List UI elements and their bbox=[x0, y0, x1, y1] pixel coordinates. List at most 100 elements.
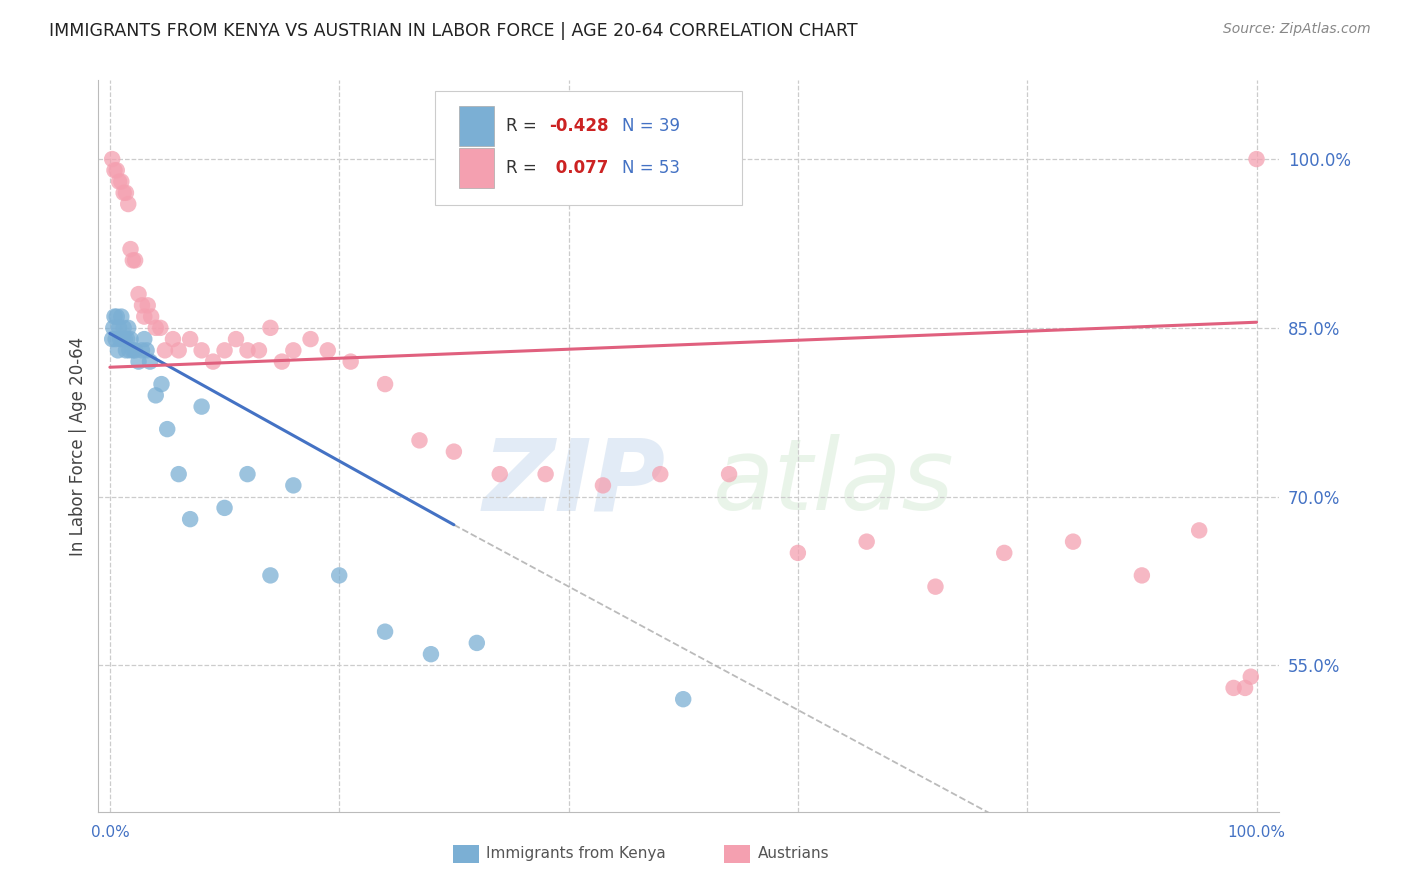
Point bbox=[121, 253, 143, 268]
Point bbox=[1246, 152, 1268, 166]
Point bbox=[214, 500, 236, 515]
Text: ZIP: ZIP bbox=[482, 434, 665, 531]
Text: N = 39: N = 39 bbox=[621, 118, 679, 136]
Point bbox=[103, 163, 125, 178]
Point bbox=[179, 512, 201, 526]
Point bbox=[107, 343, 129, 358]
Point bbox=[465, 636, 488, 650]
Point bbox=[299, 332, 322, 346]
Point bbox=[108, 332, 131, 346]
Point bbox=[236, 343, 259, 358]
Point bbox=[179, 332, 201, 346]
Point bbox=[136, 298, 159, 312]
Point bbox=[128, 287, 150, 301]
Point bbox=[108, 175, 131, 189]
Point bbox=[115, 186, 138, 200]
Point bbox=[149, 321, 172, 335]
Point bbox=[374, 624, 396, 639]
Point bbox=[190, 343, 212, 358]
Point bbox=[110, 310, 132, 324]
Point bbox=[162, 332, 184, 346]
Point bbox=[150, 377, 173, 392]
Point bbox=[117, 197, 139, 211]
Point bbox=[1062, 534, 1084, 549]
Point bbox=[121, 343, 143, 358]
Point bbox=[120, 242, 142, 256]
Point bbox=[134, 332, 156, 346]
Point bbox=[786, 546, 808, 560]
Point bbox=[103, 310, 125, 324]
Point bbox=[339, 354, 361, 368]
Point bbox=[374, 377, 396, 392]
Point bbox=[145, 388, 167, 402]
Point bbox=[112, 186, 135, 200]
Point bbox=[1130, 568, 1153, 582]
Bar bbox=[458, 148, 494, 188]
Point bbox=[270, 354, 292, 368]
Point bbox=[124, 253, 146, 268]
Point bbox=[103, 321, 125, 335]
Text: R =: R = bbox=[506, 118, 541, 136]
Point bbox=[316, 343, 339, 358]
Point bbox=[443, 444, 465, 458]
Point bbox=[1234, 681, 1257, 695]
Y-axis label: In Labor Force | Age 20-64: In Labor Force | Age 20-64 bbox=[69, 336, 87, 556]
Point bbox=[167, 467, 190, 482]
Point bbox=[101, 332, 124, 346]
Point bbox=[190, 400, 212, 414]
Point bbox=[105, 310, 128, 324]
Point bbox=[117, 321, 139, 335]
Text: -0.428: -0.428 bbox=[550, 118, 609, 136]
Point bbox=[131, 298, 153, 312]
Point bbox=[141, 310, 163, 324]
Point bbox=[1188, 524, 1211, 538]
Text: R =: R = bbox=[506, 159, 541, 177]
Text: Immigrants from Kenya: Immigrants from Kenya bbox=[486, 846, 665, 861]
Point bbox=[993, 546, 1015, 560]
Point bbox=[1240, 670, 1263, 684]
Text: 0.077: 0.077 bbox=[550, 159, 607, 177]
Point bbox=[259, 321, 281, 335]
Point bbox=[115, 332, 138, 346]
Text: Austrians: Austrians bbox=[758, 846, 830, 861]
Text: 100.0%: 100.0% bbox=[1227, 825, 1285, 840]
Text: N = 53: N = 53 bbox=[621, 159, 679, 177]
Point bbox=[135, 343, 157, 358]
Point bbox=[134, 310, 156, 324]
Point bbox=[1222, 681, 1244, 695]
Point bbox=[128, 354, 150, 368]
Point bbox=[236, 467, 259, 482]
Point bbox=[124, 343, 146, 358]
Point bbox=[145, 321, 167, 335]
FancyBboxPatch shape bbox=[434, 91, 742, 204]
Point bbox=[672, 692, 695, 706]
Point bbox=[214, 343, 236, 358]
Point bbox=[283, 343, 305, 358]
Point bbox=[153, 343, 176, 358]
Point bbox=[110, 175, 132, 189]
Text: 0.0%: 0.0% bbox=[90, 825, 129, 840]
Point bbox=[104, 332, 127, 346]
Point bbox=[112, 321, 135, 335]
Point bbox=[120, 332, 142, 346]
Point bbox=[105, 163, 128, 178]
Text: atlas: atlas bbox=[713, 434, 955, 531]
Point bbox=[139, 354, 162, 368]
Point bbox=[156, 422, 179, 436]
Point bbox=[131, 343, 153, 358]
Point bbox=[718, 467, 741, 482]
Bar bbox=[724, 845, 751, 863]
Text: Source: ZipAtlas.com: Source: ZipAtlas.com bbox=[1223, 22, 1371, 37]
Bar bbox=[458, 106, 494, 146]
Point bbox=[202, 354, 225, 368]
Point bbox=[111, 332, 134, 346]
Point bbox=[259, 568, 281, 582]
Point bbox=[167, 343, 190, 358]
Point bbox=[118, 343, 141, 358]
Point bbox=[924, 580, 946, 594]
Point bbox=[420, 647, 443, 661]
Point bbox=[855, 534, 877, 549]
Bar bbox=[453, 845, 478, 863]
Point bbox=[650, 467, 672, 482]
Point bbox=[115, 343, 138, 358]
